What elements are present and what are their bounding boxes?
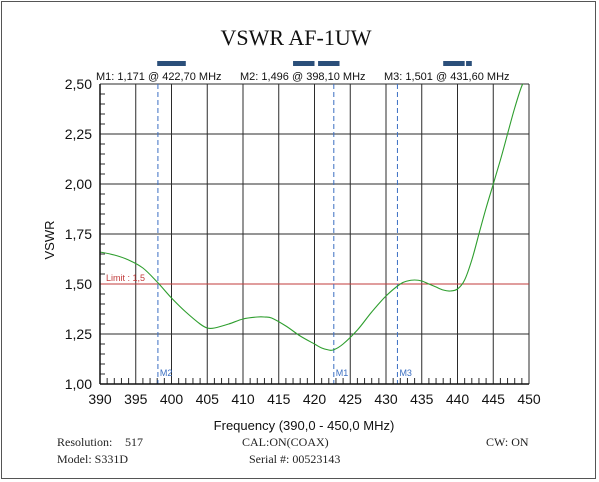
calibration-status: CAL:ON(COAX) xyxy=(242,435,329,449)
marker-tag-m1: M1 xyxy=(336,368,349,378)
y-tick-label: 1,00 xyxy=(65,376,92,392)
x-tick-label: 430 xyxy=(374,391,398,407)
x-tick-label: 410 xyxy=(231,391,255,407)
frequency-band-bar xyxy=(293,61,315,66)
serial-number: Serial #: 00523143 xyxy=(249,452,341,466)
y-tick-label: 1,75 xyxy=(65,226,92,242)
y-tick-label: 2,25 xyxy=(65,126,92,142)
x-tick-label: 425 xyxy=(339,391,363,407)
y-tick-label: 1,50 xyxy=(65,276,92,292)
marker-tag-m3: M3 xyxy=(399,368,412,378)
x-tick-label: 405 xyxy=(196,391,220,407)
frequency-band-bar xyxy=(157,61,186,66)
y-tick-label: 2,50 xyxy=(65,76,92,92)
frequency-band-bar xyxy=(318,61,340,66)
resolution-value: 517 xyxy=(125,435,143,449)
x-tick-label: 440 xyxy=(446,391,470,407)
marker-readout-m1: M1: 1,171 @ 422,70 MHz xyxy=(96,71,222,83)
chart-title: VSWR AF-1UW xyxy=(221,25,372,50)
x-tick-label: 435 xyxy=(410,391,434,407)
marker-tag-m2: M2 xyxy=(160,368,173,378)
frequency-band-bar xyxy=(443,61,465,66)
x-tick-label: 415 xyxy=(267,391,291,407)
marker-readout-m3: M3: 1,501 @ 431,60 MHz xyxy=(384,71,510,83)
cw-status: CW: ON xyxy=(486,435,529,449)
frequency-band-bar xyxy=(466,61,472,66)
x-tick-label: 395 xyxy=(124,391,148,407)
resolution-label: Resolution: xyxy=(57,435,113,449)
x-tick-label: 400 xyxy=(160,391,184,407)
vswr-series-line xyxy=(100,84,524,351)
marker-readout-m2: M2: 1,496 @ 398,10 MHz xyxy=(240,71,366,83)
limit-label: Limit : 1,5 xyxy=(106,273,145,283)
y-tick-label: 1,25 xyxy=(65,326,92,342)
x-tick-label: 445 xyxy=(482,391,506,407)
x-tick-label: 450 xyxy=(517,391,541,407)
y-tick-label: 2,00 xyxy=(65,176,92,192)
x-tick-label: 420 xyxy=(303,391,327,407)
y-axis-label: VSWR xyxy=(42,221,57,260)
x-axis-label: Frequency (390,0 - 450,0 MHz) xyxy=(214,418,395,433)
model-text: Model: S331D xyxy=(57,452,129,466)
x-tick-label: 390 xyxy=(88,391,112,407)
